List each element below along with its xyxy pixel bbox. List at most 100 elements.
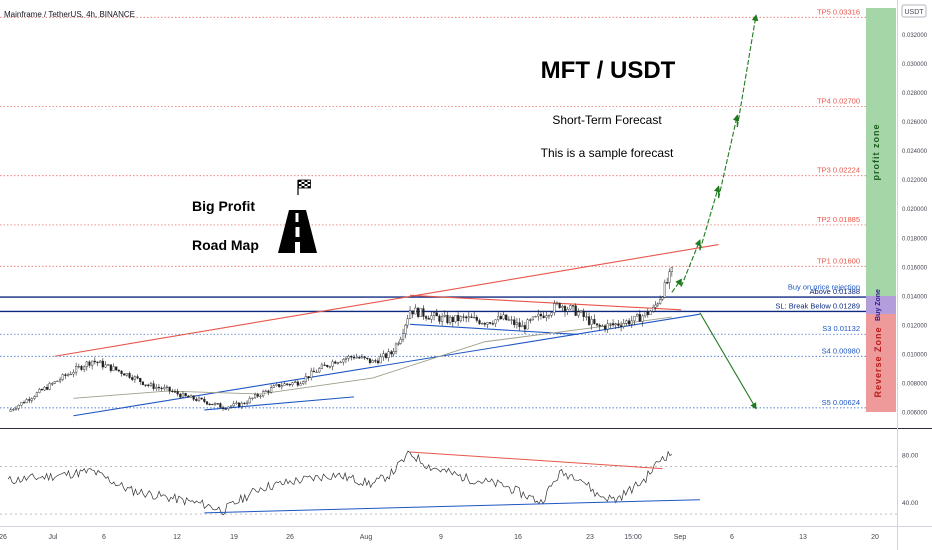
currency-badge[interactable] [901, 4, 927, 18]
candle-body [278, 384, 281, 387]
candle-body [83, 366, 86, 370]
price-tick: 0.006000 [902, 410, 928, 416]
candle-body [352, 356, 356, 359]
candle-body [33, 396, 36, 399]
candle-body [483, 323, 486, 325]
candle-body [160, 387, 163, 390]
candle-body [280, 385, 283, 387]
candle-body [235, 402, 238, 404]
price-pane[interactable] [0, 0, 897, 428]
candle-body [51, 383, 54, 385]
time-tick: 9 [439, 534, 443, 541]
price-tick: 0.016000 [902, 265, 928, 271]
candle-body [229, 405, 233, 408]
candle-body [347, 356, 350, 359]
candle-body [507, 319, 510, 321]
candle-body [264, 390, 267, 392]
candle-body [155, 386, 158, 389]
candle-body [208, 403, 211, 406]
profit-zone-label: profit zone [871, 124, 881, 181]
candle-body [67, 374, 70, 376]
time-tick: 26 [0, 534, 7, 541]
candle-body [376, 360, 380, 364]
candle-body [243, 402, 246, 405]
candle-body [404, 324, 407, 334]
candle-body [323, 364, 326, 366]
candle-body [112, 366, 115, 371]
price-tick: 0.008000 [902, 381, 928, 387]
candle-body [30, 398, 33, 401]
candle-body [486, 322, 489, 325]
candle-body [171, 390, 174, 392]
candle-body [411, 310, 414, 315]
candle-body [219, 403, 222, 408]
time-tick: 6 [102, 534, 106, 541]
time-tick: 20 [871, 534, 879, 541]
candle-body [422, 308, 425, 317]
candle-body [652, 307, 655, 312]
candle-body [58, 379, 62, 382]
candle-body [179, 393, 182, 398]
time-tick: Sep [674, 534, 687, 541]
candle-body [267, 390, 270, 393]
level-label-above: Above 0.01388 [810, 287, 860, 296]
symbol-info: Mainframe / TetherUS, 4h, BINANCE [4, 10, 135, 19]
candle-body [609, 323, 612, 325]
candle-body [251, 397, 254, 399]
candle-body [606, 323, 609, 330]
trendline [410, 294, 682, 311]
time-tick: 23 [586, 534, 594, 541]
candle-body [416, 307, 420, 317]
candle-body [256, 394, 259, 397]
candle-body [465, 316, 468, 319]
candle-body [109, 364, 112, 371]
candle-body [25, 399, 28, 403]
candle-body [43, 387, 46, 391]
candle-body [427, 318, 430, 320]
road-icon [278, 210, 317, 253]
level-label-tp3: TP3 0.02224 [817, 166, 860, 175]
roadmap-line-2: Road Map [192, 237, 259, 253]
candle-body [585, 316, 588, 318]
candle-body [334, 361, 337, 364]
level-label-buy: Buy on price rejection [788, 282, 860, 291]
roadmap-line-1: Big Profit [192, 198, 255, 214]
candle-body [312, 370, 315, 373]
candle-body [272, 385, 275, 388]
time-tick: 19 [230, 534, 238, 541]
candle-body [481, 323, 484, 325]
candle-body [441, 316, 444, 322]
candle-body [505, 314, 508, 321]
time-tick: 13 [799, 534, 807, 541]
candle-body [14, 408, 18, 410]
level-label-tp2: TP2 0.01885 [817, 215, 860, 224]
candle-body [88, 361, 91, 366]
candle-body [205, 401, 209, 405]
candle-body [28, 399, 31, 401]
candle-body [192, 395, 195, 400]
candle-body [139, 377, 142, 382]
trendline [410, 323, 579, 336]
candle-body [366, 357, 369, 359]
candle-body [390, 351, 393, 355]
candle-body [454, 315, 457, 323]
oscillator-pane[interactable] [0, 430, 897, 526]
candle-body [358, 357, 361, 359]
time-tick: 12 [173, 534, 181, 541]
candle-body [342, 359, 345, 363]
oscillator-axis-ticks: 80.00 40.00 [902, 452, 919, 507]
subtitle-forecast: Short-Term Forecast [552, 113, 662, 127]
candle-body [125, 373, 128, 376]
candle-body [96, 361, 99, 364]
reverse-zone [866, 314, 896, 412]
candle-body [328, 366, 332, 368]
candle-body [147, 384, 150, 386]
candle-body [443, 314, 446, 317]
candle-body [595, 323, 599, 326]
forecast-segment [718, 114, 740, 199]
candle-body [555, 302, 559, 305]
candle-body [656, 303, 659, 306]
candle-body [115, 366, 118, 371]
candle-body [438, 315, 441, 322]
